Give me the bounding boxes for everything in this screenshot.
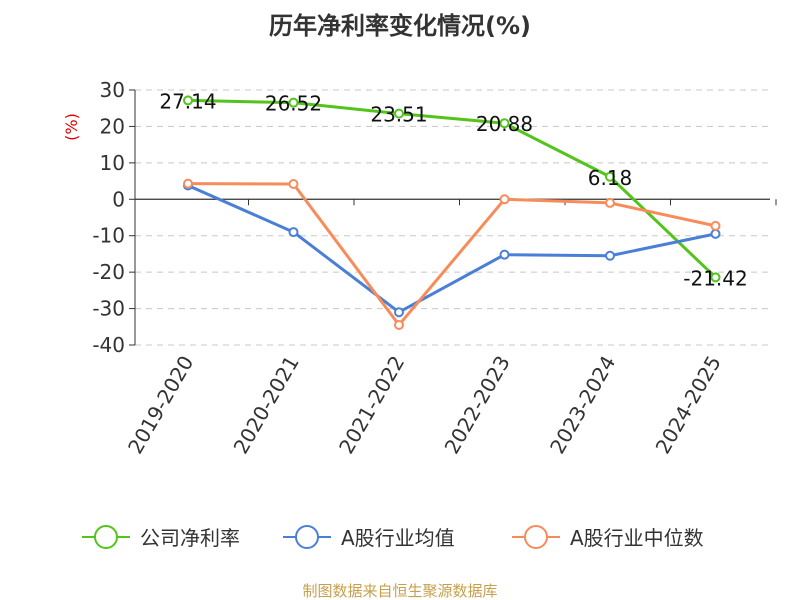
grid-layer <box>135 89 770 346</box>
data-label: 20.88 <box>476 112 533 136</box>
series-layer <box>183 95 721 330</box>
data-point <box>710 228 721 239</box>
x-tick-label: 2020-2021 <box>229 352 304 458</box>
y-tick-label: -10 <box>92 224 125 248</box>
series-line-2 <box>187 182 716 327</box>
legend-label: A股行业均值 <box>341 526 455 550</box>
legend-label: 公司净利率 <box>140 526 240 550</box>
x-tick-label: 2022-2023 <box>440 352 515 458</box>
legend: 公司净利率 A股行业均值 A股行业中位数 <box>82 525 704 550</box>
x-tick-label: 2024-2025 <box>651 352 726 458</box>
data-label: 26.52 <box>265 92 322 116</box>
legend-label: A股行业中位数 <box>570 526 704 550</box>
data-point <box>288 97 299 108</box>
data-label: -21.42 <box>683 266 747 290</box>
data-point <box>394 108 404 119</box>
legend-marker-icon <box>295 525 319 549</box>
series-line-1 <box>187 184 716 314</box>
y-tick-label: -20 <box>92 260 125 284</box>
data-label: 23.51 <box>370 103 427 127</box>
y-tick-label: 30 <box>100 78 125 102</box>
data-point <box>499 249 510 260</box>
chart-title: 历年净利率变化情况(%) <box>269 12 531 40</box>
series-line-0 <box>187 98 717 279</box>
data-point <box>605 250 615 261</box>
data-point <box>605 197 615 208</box>
legend-marker-icon <box>524 525 548 549</box>
data-label: 6.18 <box>588 166 633 190</box>
y-tick-label: -30 <box>92 297 125 321</box>
data-point <box>499 194 510 205</box>
y-tick-label: 0 <box>112 187 125 211</box>
source-note: 制图数据来自恒生聚源数据库 <box>302 582 497 600</box>
x-tick-label: 2021-2022 <box>334 352 409 458</box>
data-point <box>710 220 721 231</box>
legend-marker-icon <box>94 525 118 549</box>
y-tick-label: 20 <box>100 114 125 138</box>
data-point <box>288 227 299 238</box>
data-point <box>394 319 404 330</box>
data-point <box>288 178 299 189</box>
x-tick-label: 2023-2024 <box>545 352 620 458</box>
x-tick-label: 2019-2020 <box>123 352 198 458</box>
data-point <box>710 272 721 283</box>
data-label-layer: 27.14 26.52 23.51 20.88 6.18 -21.42 <box>159 89 747 290</box>
data-point <box>499 118 510 129</box>
y-tick-label: 10 <box>100 151 125 175</box>
y-tick-label: -40 <box>92 333 125 357</box>
data-point <box>605 171 615 182</box>
data-label: 27.14 <box>159 89 216 113</box>
data-point <box>183 95 193 106</box>
data-point <box>394 307 404 318</box>
y-axis-unit: (%) <box>62 113 81 141</box>
data-point <box>183 178 193 189</box>
